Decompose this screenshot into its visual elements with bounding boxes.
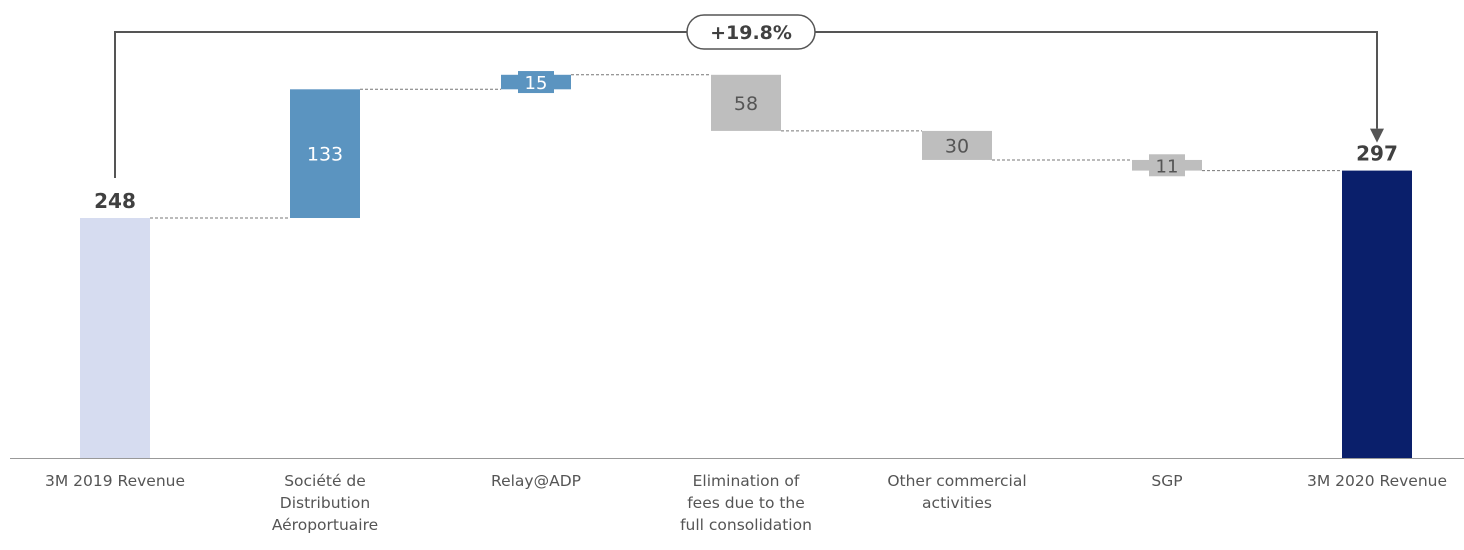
value-label-box xyxy=(1149,154,1185,177)
value-label-box xyxy=(518,71,554,94)
bar-decrease xyxy=(922,130,992,160)
value-label: 15 xyxy=(525,73,548,94)
category-label: 3M 2019 Revenue xyxy=(44,472,186,490)
arrow-head-icon xyxy=(1370,128,1384,143)
value-label: 133 xyxy=(307,144,343,166)
category-label: SGP xyxy=(1151,472,1183,490)
value-label: 30 xyxy=(945,135,969,157)
category-label: Elimination of fees due to the full consol… xyxy=(680,472,812,534)
category-label: Relay@ADP xyxy=(491,472,581,490)
category-label: 3M 2020 Revenue xyxy=(1306,472,1448,490)
growth-label: +19.8% xyxy=(710,22,792,44)
category-label: Société de Distribution Aéroportuaire xyxy=(271,472,379,534)
value-label: 297 xyxy=(1356,142,1398,166)
growth-pill xyxy=(686,14,816,50)
value-label: 248 xyxy=(94,189,136,213)
value-label: 11 xyxy=(1156,156,1179,177)
bar-decrease xyxy=(711,74,781,131)
value-label: 58 xyxy=(734,93,758,115)
bar-total xyxy=(80,218,150,458)
category-label: Other commercial activities xyxy=(887,472,1027,512)
bar-increase xyxy=(290,89,360,219)
bar-total xyxy=(1342,170,1412,459)
